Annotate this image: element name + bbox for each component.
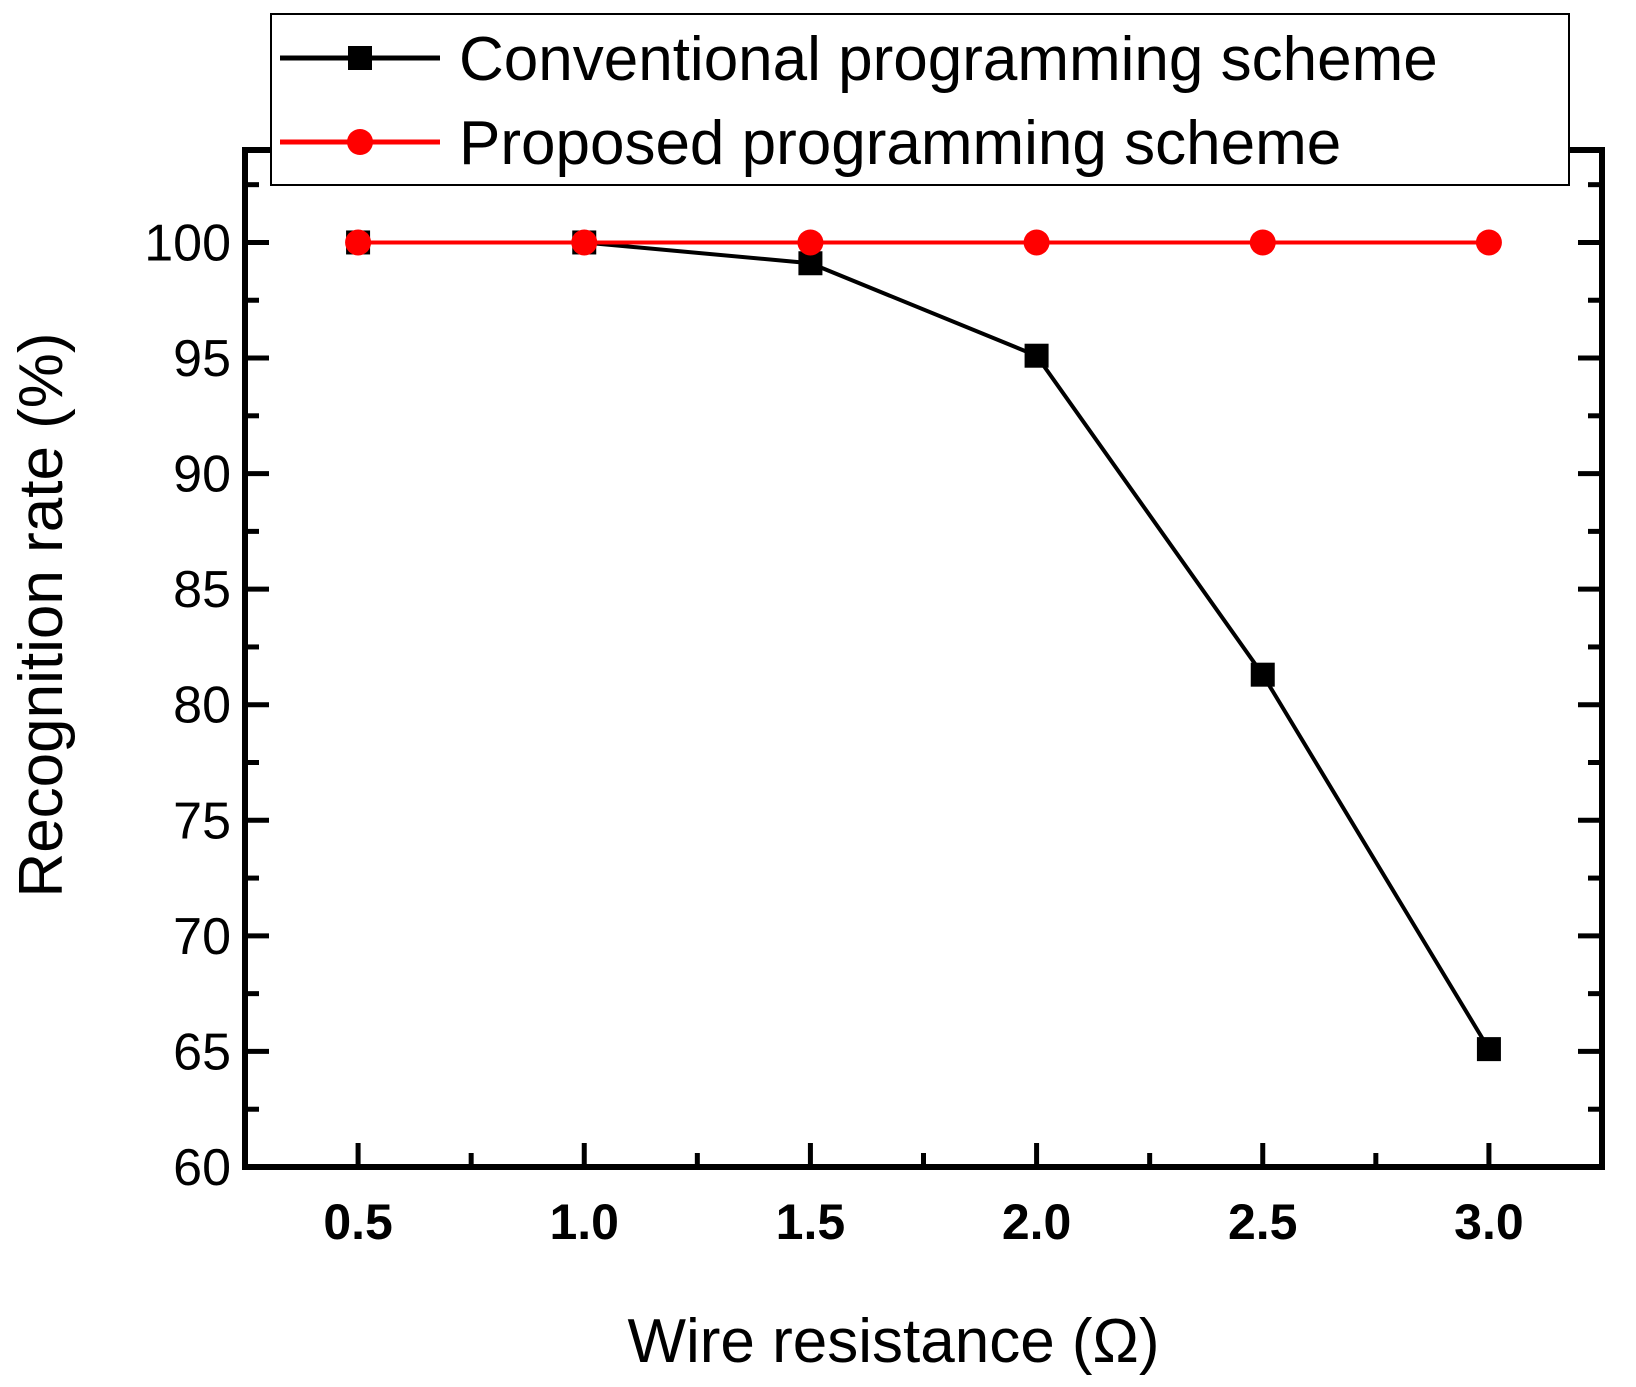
y-tick-label: 80 xyxy=(173,677,231,735)
y-tick-label: 85 xyxy=(173,561,231,619)
legend-label-conventional: Conventional programming scheme xyxy=(459,25,1438,94)
x-tick-label: 2.0 xyxy=(1002,1194,1072,1250)
legend-label-proposed: Proposed programming scheme xyxy=(459,109,1341,178)
y-tick-label: 60 xyxy=(173,1139,231,1197)
y-tick-label: 90 xyxy=(173,446,231,504)
y-tick-label: 100 xyxy=(144,214,231,272)
x-axis-title: Wire resistance (Ω) xyxy=(627,1307,1159,1376)
y-tick-label: 70 xyxy=(173,908,231,966)
x-tick-label: 2.5 xyxy=(1228,1194,1298,1250)
x-axis-ticks: 0.5 1.0 1.5 2.0 2.5 3.0 xyxy=(323,150,1524,1250)
data-point-circle xyxy=(1249,229,1276,256)
x-tick-label: 1.0 xyxy=(549,1194,619,1250)
data-point-square xyxy=(1476,1037,1501,1062)
y-tick-label: 75 xyxy=(173,792,231,850)
x-tick-label: 0.5 xyxy=(323,1194,393,1250)
legend-box xyxy=(270,13,1570,186)
y-tick-label: 95 xyxy=(173,330,231,388)
series-line-conventional xyxy=(358,240,1491,1051)
legend: Conventional programming scheme Proposed… xyxy=(270,13,1570,186)
data-point-square xyxy=(1250,662,1275,687)
x-tick-label: 3.0 xyxy=(1454,1194,1524,1250)
x-tick-label: 1.5 xyxy=(776,1194,846,1250)
series-layer xyxy=(345,229,1502,1062)
data-point-circle xyxy=(1475,229,1502,256)
plot-frame xyxy=(242,147,1605,1170)
y-axis-ticks: 60 65 70 75 80 85 90 95 100 xyxy=(144,182,1602,1197)
data-point-circle xyxy=(571,229,598,256)
data-point-square xyxy=(1024,343,1049,368)
legend-marker-circle xyxy=(347,129,373,155)
y-tick-label: 65 xyxy=(173,1023,231,1081)
data-point-circle xyxy=(1023,229,1050,256)
data-point-circle xyxy=(797,229,824,256)
legend-marker-square xyxy=(348,46,372,70)
data-point-circle xyxy=(345,229,372,256)
y-axis-title: Recognition rate (%) xyxy=(7,332,76,897)
